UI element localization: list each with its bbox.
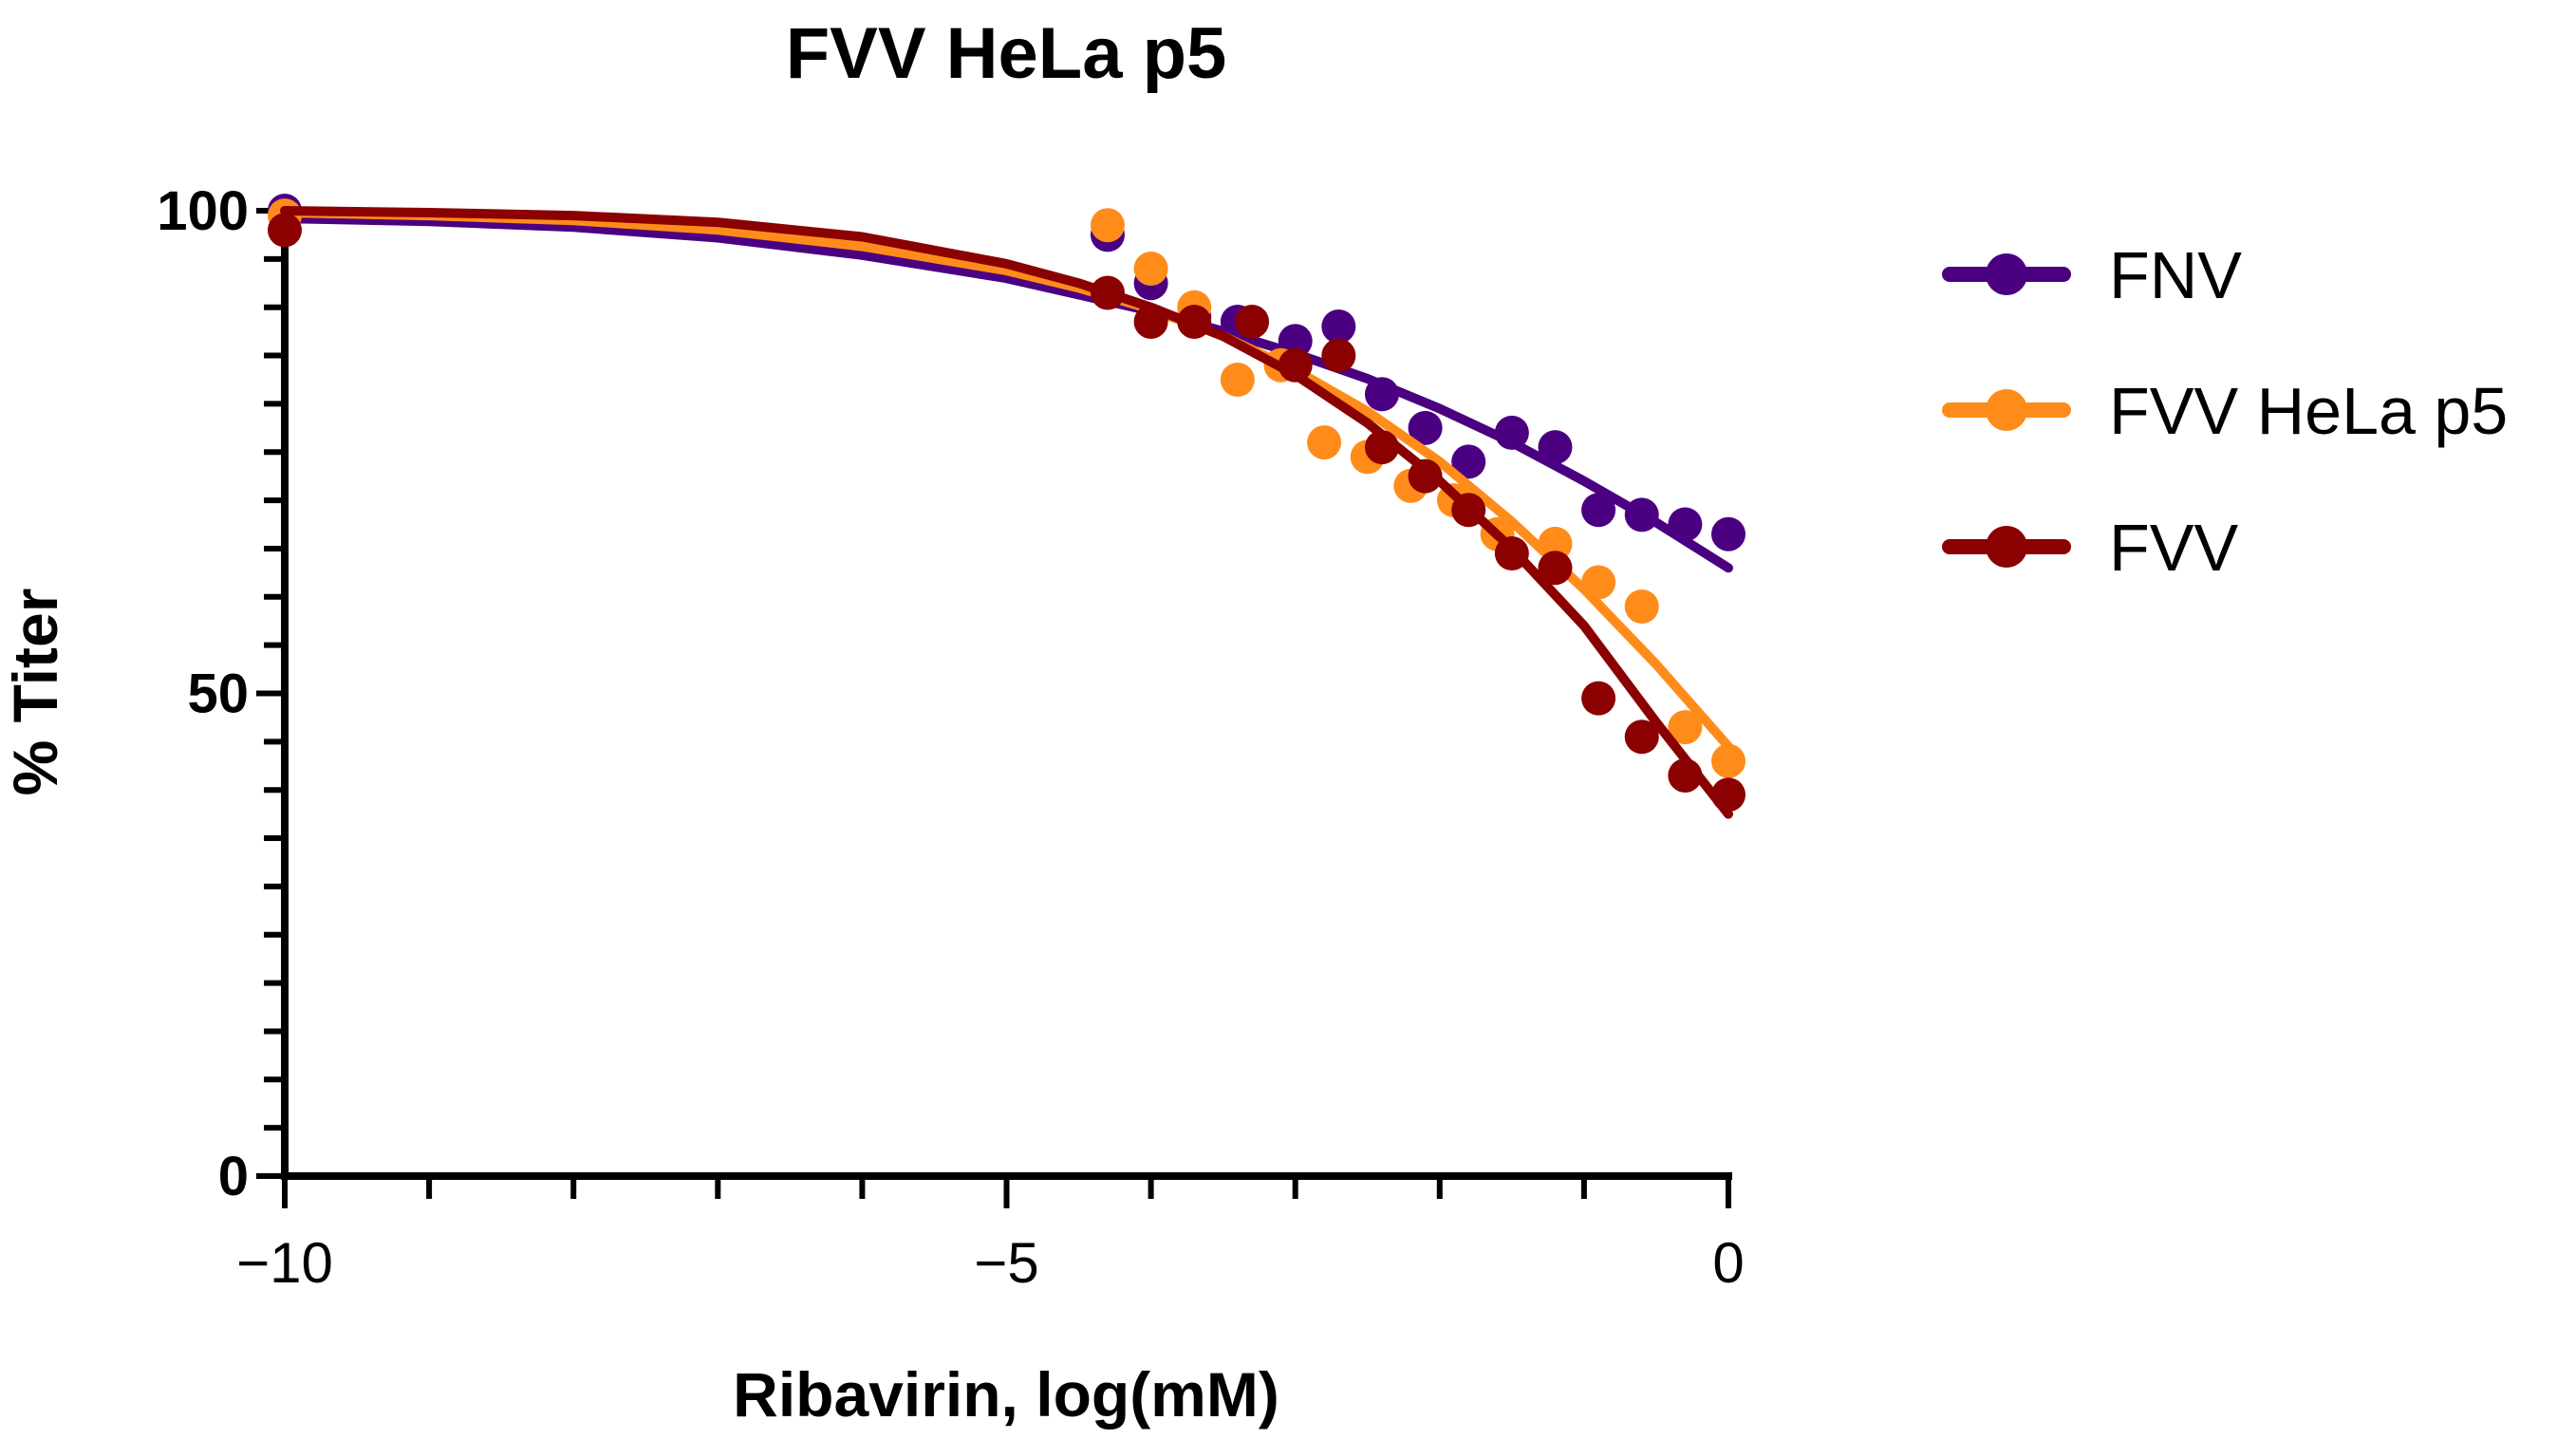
data-point — [1235, 304, 1270, 339]
x-axis-label: Ribavirin, log(mM) — [733, 1359, 1279, 1430]
legend: FNV FVV HeLa p5 FVV — [1942, 238, 2508, 585]
data-point — [1581, 681, 1616, 716]
data-point — [1451, 444, 1486, 479]
x-tick-label: −10 — [236, 1231, 333, 1295]
data-point — [1090, 208, 1125, 243]
data-point — [1538, 551, 1573, 586]
series-1 — [268, 198, 1745, 778]
data-point — [1494, 536, 1529, 571]
y-tick-label: 50 — [187, 663, 249, 725]
data-point — [268, 213, 302, 248]
x-tick-label: −5 — [974, 1231, 1038, 1295]
chart-title: FVV HeLa p5 — [786, 13, 1227, 94]
data-point — [1451, 493, 1486, 528]
y-axis-label: % Titer — [0, 589, 70, 796]
legend-entry: FNV — [1942, 238, 2242, 312]
data-point — [1408, 458, 1443, 494]
legend-label: FNV — [2109, 238, 2242, 312]
data-point — [1220, 362, 1255, 397]
data-point — [1133, 304, 1168, 339]
data-point — [1177, 304, 1212, 339]
data-point — [1668, 507, 1703, 542]
fit-curve — [280, 206, 1733, 819]
data-point — [1307, 425, 1342, 460]
series-2 — [268, 206, 1745, 819]
data-point — [1711, 743, 1745, 778]
data-point — [1408, 410, 1443, 445]
fit-curve — [280, 208, 1733, 752]
legend-marker — [1986, 526, 2027, 568]
data-point — [1321, 309, 1356, 345]
data-point — [1624, 497, 1659, 533]
data-point — [1278, 347, 1313, 383]
data-point — [1538, 430, 1573, 465]
data-point — [1668, 757, 1703, 793]
data-point — [1581, 565, 1616, 600]
plot-area: 0 50 100 −10 −5 0 — [157, 180, 1745, 1295]
data-point — [1624, 589, 1659, 624]
data-point — [1090, 275, 1125, 310]
legend-label: FVV HeLa p5 — [2109, 374, 2508, 448]
data-point — [1668, 710, 1703, 745]
legend-marker — [1986, 253, 2027, 295]
x-tick-label: 0 — [1712, 1231, 1744, 1295]
series-0 — [268, 194, 1745, 573]
data-point — [1538, 526, 1573, 561]
data-point — [1364, 377, 1399, 412]
data-point — [1133, 252, 1168, 287]
data-point — [1711, 516, 1745, 551]
data-point — [1711, 777, 1745, 813]
data-point — [1321, 338, 1356, 373]
legend-label: FVV — [2109, 511, 2238, 585]
y-tick-label: 100 — [157, 180, 249, 242]
legend-marker — [1986, 389, 2027, 431]
data-point — [1624, 720, 1659, 755]
data-point — [1494, 415, 1529, 450]
data-point — [1364, 430, 1399, 465]
legend-entry: FVV — [1942, 511, 2238, 585]
legend-entry: FVV HeLa p5 — [1942, 374, 2508, 448]
data-point — [1581, 493, 1616, 528]
y-tick-label: 0 — [218, 1146, 249, 1207]
